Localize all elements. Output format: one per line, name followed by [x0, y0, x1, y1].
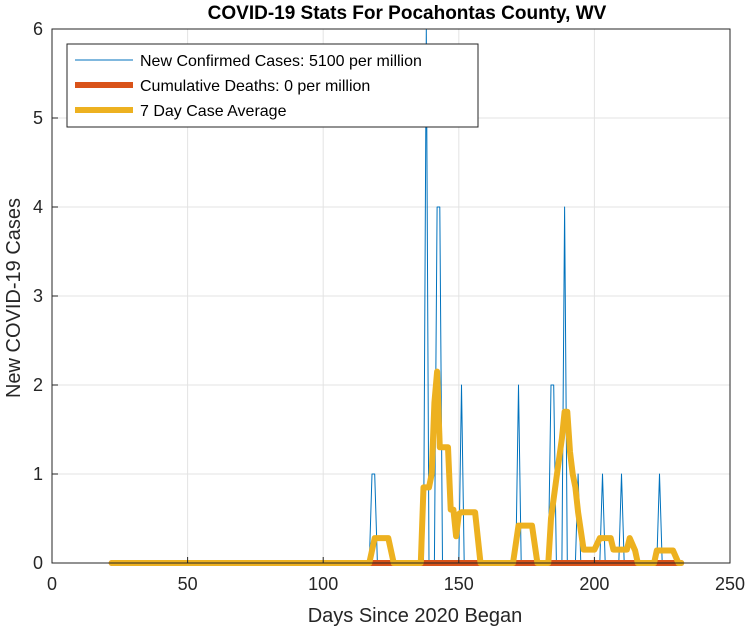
y-axis-label: New COVID-19 Cases	[3, 198, 25, 398]
y-tick-label: 0	[33, 553, 43, 573]
legend-entry-1: Cumulative Deaths: 0 per million	[140, 78, 370, 95]
y-tick-label: 2	[33, 375, 43, 395]
legend-entry-0: New Confirmed Cases: 5100 per million	[140, 53, 422, 70]
x-axis-label: Days Since 2020 Began	[308, 605, 523, 627]
y-tick-label: 5	[33, 108, 43, 128]
y-tick-label: 6	[33, 19, 43, 39]
x-tick-label: 150	[444, 574, 474, 594]
x-tick-label: 50	[178, 574, 198, 594]
y-tick-label: 3	[33, 286, 43, 306]
ticks: 0 50 100 150 200 250 0 1 2 3 4 5 6	[33, 19, 745, 594]
x-tick-label: 250	[715, 574, 745, 594]
legend-box	[66, 43, 479, 128]
legend: New Confirmed Cases: 5100 per million Cum…	[66, 43, 479, 128]
x-tick-label: 200	[579, 574, 609, 594]
legend-entry-2: 7 Day Case Average	[140, 103, 287, 120]
x-tick-label: 100	[308, 574, 338, 594]
y-tick-label: 1	[33, 464, 43, 484]
chart-title: COVID-19 Stats For Pocahontas County, WV	[208, 3, 607, 24]
x-tick-label: 0	[47, 574, 57, 594]
y-tick-label: 4	[33, 197, 43, 217]
